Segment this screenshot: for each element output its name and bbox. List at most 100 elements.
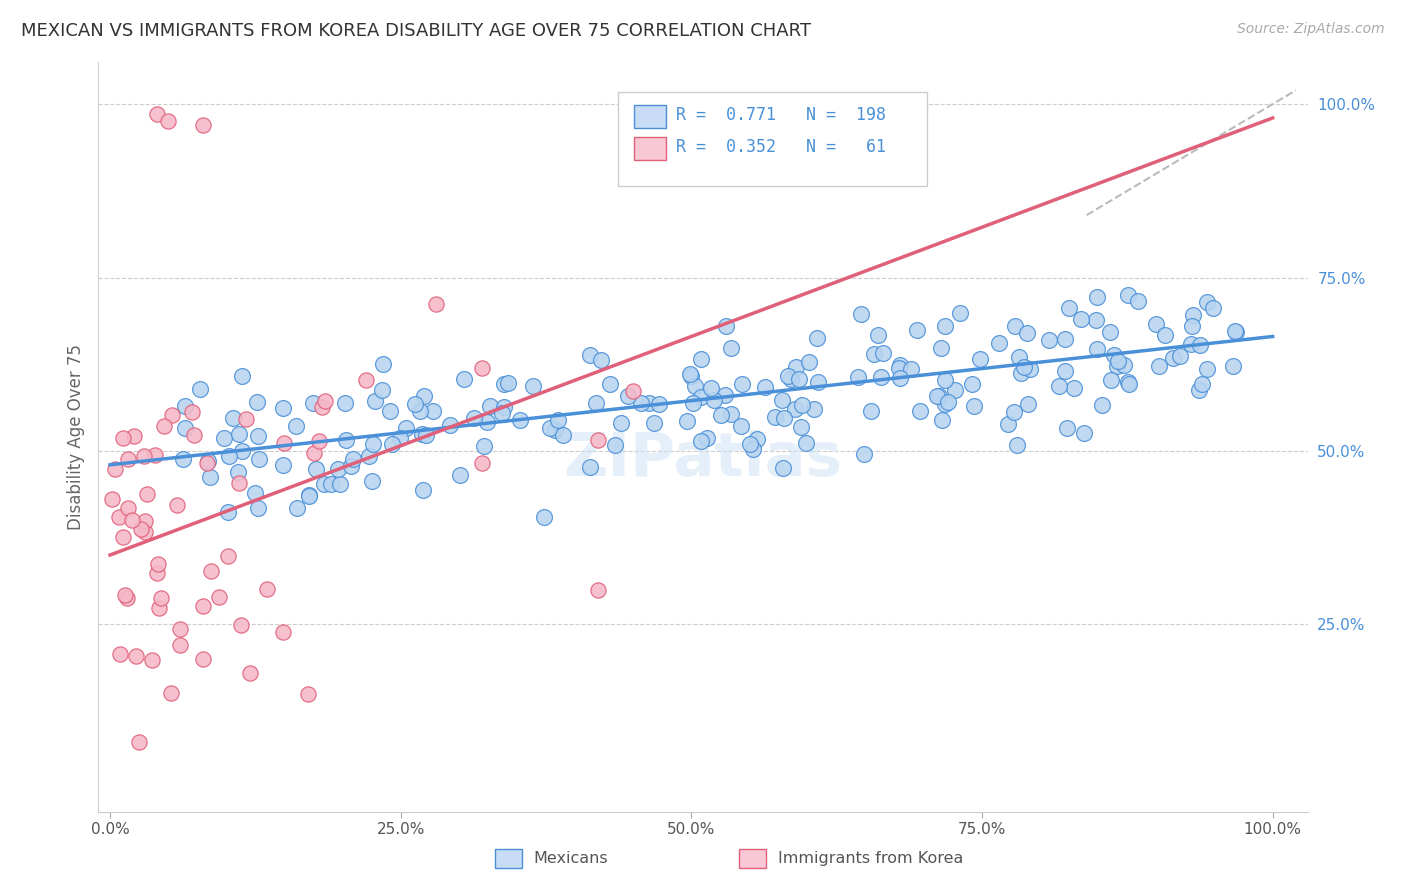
Point xyxy=(905,323,928,337)
Point xyxy=(121,513,143,527)
Point xyxy=(960,376,983,391)
Point xyxy=(298,488,321,502)
Bar xyxy=(634,137,665,160)
Point xyxy=(779,372,801,386)
Point xyxy=(547,412,569,426)
Point xyxy=(1073,425,1095,440)
Point xyxy=(110,648,132,662)
Point xyxy=(312,477,335,491)
Point xyxy=(621,384,644,399)
Point xyxy=(191,652,214,666)
Point xyxy=(648,397,671,411)
Point xyxy=(160,686,183,700)
Point xyxy=(929,341,952,355)
Point xyxy=(1017,326,1039,340)
Point xyxy=(335,395,357,409)
Point xyxy=(308,434,330,448)
Point xyxy=(806,375,828,389)
Point xyxy=(969,351,991,366)
Point xyxy=(145,107,167,121)
Point xyxy=(713,387,735,401)
Point xyxy=(181,405,204,419)
Point xyxy=(551,427,574,442)
Point xyxy=(395,421,418,435)
Point xyxy=(475,415,498,429)
Point xyxy=(1189,338,1212,352)
Point xyxy=(134,514,156,528)
Point xyxy=(1004,319,1026,334)
Point xyxy=(1057,301,1080,316)
Point xyxy=(741,442,763,457)
Point xyxy=(1154,327,1177,342)
Point xyxy=(208,590,231,604)
Point xyxy=(160,408,183,422)
Point xyxy=(846,370,869,384)
Point xyxy=(371,357,394,371)
Point xyxy=(471,360,494,375)
Point xyxy=(128,735,150,749)
Point xyxy=(1085,313,1108,327)
Point xyxy=(1112,358,1135,372)
Text: Immigrants from Korea: Immigrants from Korea xyxy=(778,852,963,866)
Point xyxy=(463,411,485,425)
Point xyxy=(217,549,239,564)
Point xyxy=(763,410,786,425)
Point xyxy=(1063,381,1085,395)
Point xyxy=(690,351,713,366)
Point xyxy=(174,421,197,435)
Point xyxy=(359,449,381,463)
Point xyxy=(963,399,986,413)
Point xyxy=(638,396,661,410)
Point xyxy=(690,390,713,404)
Point xyxy=(889,371,911,385)
Point xyxy=(714,319,737,334)
Point xyxy=(471,456,494,470)
Point xyxy=(806,331,828,345)
Point xyxy=(135,487,157,501)
Point xyxy=(1019,361,1042,376)
Point xyxy=(679,368,702,383)
Point xyxy=(1161,351,1184,365)
Point xyxy=(533,509,555,524)
Point xyxy=(361,474,384,488)
Point xyxy=(404,397,426,411)
Point xyxy=(321,477,343,491)
Point xyxy=(887,361,910,376)
Point xyxy=(934,319,956,334)
Point xyxy=(1098,325,1121,339)
Point xyxy=(496,376,519,390)
Point xyxy=(302,396,325,410)
Text: ZIPatlas: ZIPatlas xyxy=(564,430,842,489)
Point xyxy=(1053,364,1076,378)
Point xyxy=(285,500,308,515)
Point xyxy=(479,399,502,413)
Point xyxy=(790,398,813,412)
Point xyxy=(1038,333,1060,347)
Point xyxy=(174,399,197,413)
Point xyxy=(449,468,471,483)
Point xyxy=(231,618,253,632)
Point xyxy=(870,370,893,384)
Point xyxy=(609,416,631,430)
Point xyxy=(538,421,561,435)
Point xyxy=(1085,342,1108,356)
Point xyxy=(304,446,326,460)
Point xyxy=(117,501,139,516)
Point xyxy=(1010,366,1032,380)
Point xyxy=(342,451,364,466)
Point xyxy=(1180,337,1202,351)
Point xyxy=(682,396,704,410)
Point xyxy=(172,452,194,467)
Point xyxy=(927,389,949,403)
Text: Source: ZipAtlas.com: Source: ZipAtlas.com xyxy=(1237,22,1385,37)
Point xyxy=(1070,312,1092,326)
Point xyxy=(415,428,437,442)
Point xyxy=(149,591,172,605)
Point xyxy=(239,665,262,680)
Point xyxy=(222,410,245,425)
Point xyxy=(908,403,931,417)
Point xyxy=(217,505,239,519)
Point xyxy=(231,443,253,458)
Point xyxy=(738,437,761,451)
Point xyxy=(114,588,136,602)
